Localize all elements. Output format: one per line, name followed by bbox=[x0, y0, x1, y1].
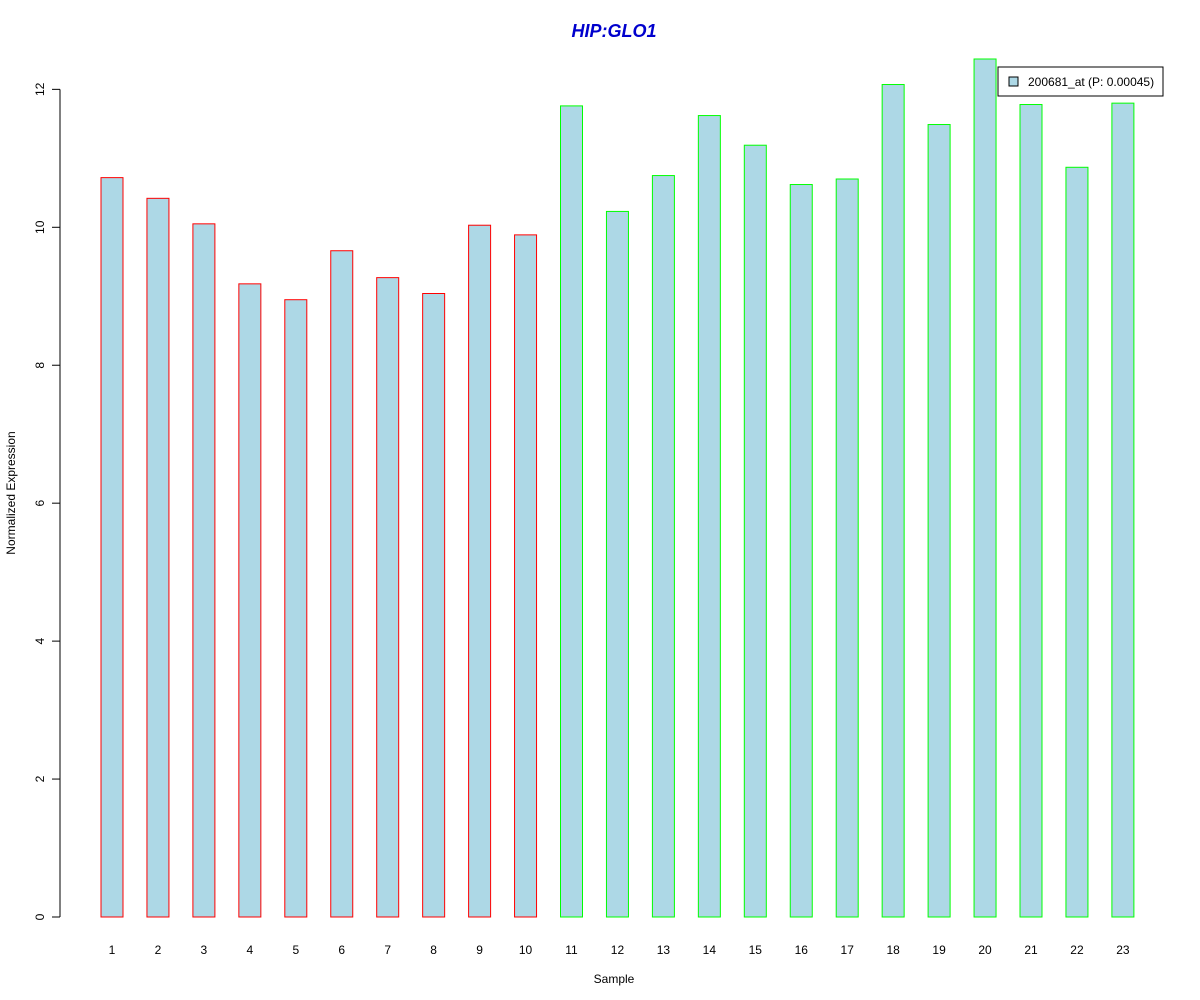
y-axis: 0 2 4 6 8 10 12 bbox=[33, 82, 61, 920]
legend-label: 200681_at (P: 0.00045) bbox=[1028, 75, 1154, 89]
bar-sample-6 bbox=[330, 250, 354, 918]
y-tick-label: 8 bbox=[33, 362, 47, 369]
y-tick-label: 0 bbox=[33, 913, 47, 920]
x-tick-label: 4 bbox=[247, 943, 254, 957]
bar-sample-15 bbox=[743, 144, 767, 918]
bar-sample-5 bbox=[284, 299, 308, 918]
bar-sample-22 bbox=[1065, 166, 1089, 918]
bars-group bbox=[100, 58, 1135, 918]
bar-sample-4 bbox=[238, 283, 262, 918]
x-tick-label: 13 bbox=[657, 943, 671, 957]
y-tick-label: 12 bbox=[33, 82, 47, 96]
x-tick-label: 11 bbox=[565, 943, 578, 957]
y-tick-label: 6 bbox=[33, 500, 47, 507]
x-tick-label: 7 bbox=[384, 943, 391, 957]
x-tick-label: 10 bbox=[519, 943, 533, 957]
bar-sample-23 bbox=[1111, 102, 1135, 918]
x-tick-label: 15 bbox=[749, 943, 763, 957]
y-tick-label: 10 bbox=[33, 220, 47, 234]
bar-sample-2 bbox=[146, 197, 170, 918]
x-tick-label: 1 bbox=[109, 943, 116, 957]
bar-sample-10 bbox=[514, 234, 538, 918]
x-tick-label: 22 bbox=[1070, 943, 1084, 957]
x-tick-label: 9 bbox=[476, 943, 483, 957]
bar-sample-13 bbox=[651, 175, 675, 918]
bar-sample-19 bbox=[927, 124, 951, 918]
bar-sample-3 bbox=[192, 223, 216, 918]
legend-swatch bbox=[1008, 76, 1019, 87]
bar-sample-1 bbox=[100, 177, 124, 918]
x-tick-label: 18 bbox=[886, 943, 900, 957]
x-tick-label: 21 bbox=[1024, 943, 1038, 957]
bar-sample-21 bbox=[1019, 104, 1043, 918]
bar-sample-7 bbox=[376, 277, 400, 918]
y-axis-title: Normalized Expression bbox=[4, 431, 18, 554]
x-tick-labels: 1 2 3 4 5 6 7 8 9 10 11 12 13 14 15 16 17 18 19 20 21 22 23 bbox=[109, 943, 1130, 957]
bar-sample-17 bbox=[835, 178, 859, 918]
bar-sample-20 bbox=[973, 58, 997, 918]
legend-box bbox=[997, 66, 1164, 97]
bar-sample-9 bbox=[468, 224, 492, 918]
bar-sample-11 bbox=[560, 105, 583, 918]
bar-sample-8 bbox=[422, 293, 446, 918]
x-tick-label: 3 bbox=[201, 943, 208, 957]
x-tick-label: 12 bbox=[611, 943, 625, 957]
bar-sample-14 bbox=[697, 115, 721, 918]
x-tick-label: 5 bbox=[292, 943, 299, 957]
bar-sample-12 bbox=[605, 210, 629, 918]
x-tick-label: 20 bbox=[978, 943, 992, 957]
x-tick-label: 6 bbox=[338, 943, 345, 957]
legend: 200681_at (P: 0.00045) bbox=[997, 66, 1164, 97]
y-tick-label: 2 bbox=[33, 775, 47, 782]
x-tick-label: 8 bbox=[430, 943, 437, 957]
x-tick-label: 23 bbox=[1116, 943, 1130, 957]
chart-title: HIP:GLO1 bbox=[571, 21, 656, 41]
x-tick-label: 19 bbox=[932, 943, 946, 957]
x-tick-label: 14 bbox=[703, 943, 717, 957]
x-tick-label: 17 bbox=[841, 943, 855, 957]
bar-sample-16 bbox=[789, 184, 813, 918]
bar-sample-18 bbox=[881, 84, 905, 918]
x-tick-label: 2 bbox=[155, 943, 162, 957]
x-axis-title: Sample bbox=[594, 972, 635, 986]
y-tick-label: 4 bbox=[33, 637, 47, 644]
x-tick-label: 16 bbox=[795, 943, 809, 957]
